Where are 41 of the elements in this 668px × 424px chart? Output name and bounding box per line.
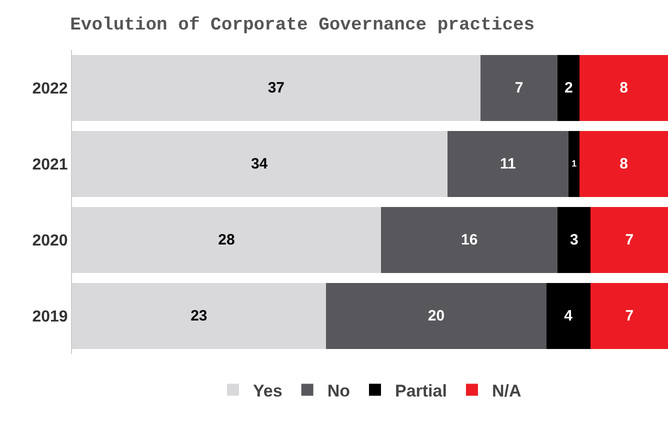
data-label: 28 [218, 232, 235, 248]
data-label: 7 [514, 80, 524, 96]
bar [558, 54, 580, 122]
bar [72, 206, 382, 274]
bar [447, 130, 569, 198]
y-tick-label: 2021 [32, 156, 68, 174]
bar [546, 282, 591, 350]
y-tick-label: 2019 [32, 308, 68, 326]
legend-label: Partial [394, 381, 447, 400]
bar [72, 54, 480, 122]
data-label: 4 [564, 308, 574, 324]
data-label: 3 [570, 232, 578, 248]
bar [558, 206, 591, 274]
data-label: 34 [250, 156, 268, 172]
bar [590, 206, 668, 274]
data-label: 37 [268, 80, 285, 96]
legend-label: N/A [492, 381, 522, 400]
bar [326, 282, 547, 350]
data-label: 7 [625, 308, 634, 324]
bar [580, 54, 668, 122]
data-label: 20 [428, 308, 445, 324]
legend-label: No [327, 381, 350, 400]
data-label: 23 [190, 308, 208, 324]
bar [590, 282, 668, 350]
data-label: 1 [572, 158, 577, 169]
legend-label: Yes [253, 381, 282, 400]
bar [72, 282, 326, 350]
data-label: 8 [620, 156, 628, 172]
data-label: 7 [625, 232, 634, 248]
data-label: 11 [500, 156, 516, 172]
bar [568, 130, 580, 198]
y-tick-label: 2020 [32, 232, 68, 250]
bar [580, 130, 668, 198]
y-tick-label: 2022 [32, 80, 68, 98]
data-label: 2 [564, 80, 573, 96]
data-label: 16 [460, 232, 478, 248]
data-label: 8 [620, 80, 628, 96]
bar [480, 54, 558, 122]
bar [72, 130, 448, 198]
bar [381, 206, 558, 274]
chart-title: Evolution of Corporate Governance practices [70, 16, 535, 36]
